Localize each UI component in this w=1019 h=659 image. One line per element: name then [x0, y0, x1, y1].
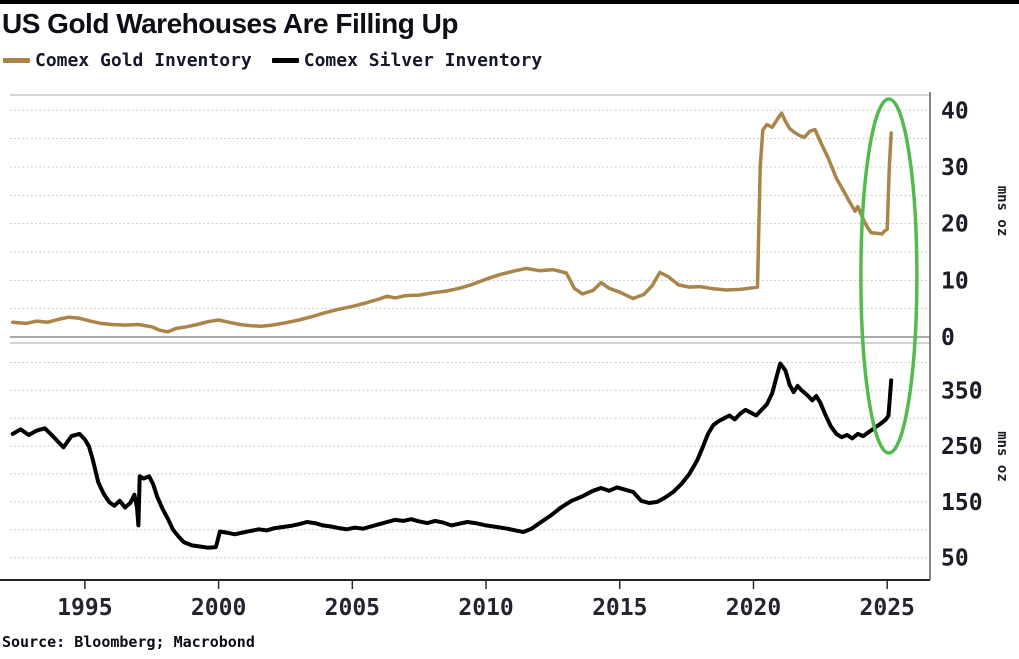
legend-item-silver: Comex Silver Inventory: [271, 50, 543, 71]
y-tick-label: 250: [941, 434, 983, 460]
legend-item-gold: Comex Gold Inventory: [3, 50, 252, 71]
silver-line-swatch-icon: [271, 58, 299, 63]
legend-label-silver: Comex Silver Inventory: [303, 50, 543, 71]
chart-title: US Gold Warehouses Are Filling Up: [2, 8, 458, 39]
top-border-bar: [0, 0, 1019, 4]
x-tick-label: 1995: [57, 595, 112, 621]
y-tick-label: 10: [941, 268, 969, 294]
y-tick-label: 0: [941, 325, 955, 351]
x-tick-label: 2020: [726, 595, 781, 621]
chart-legend: Comex Gold Inventory Comex Silver Invent…: [3, 50, 556, 71]
y-tick-label: 30: [941, 155, 969, 181]
y-tick-label: 350: [941, 378, 983, 404]
x-tick-label: 2000: [191, 595, 246, 621]
x-tick-label: 2015: [592, 595, 647, 621]
y-tick-label: 40: [941, 98, 969, 124]
legend-label-gold: Comex Gold Inventory: [35, 50, 252, 71]
gold-line-swatch-icon: [3, 58, 30, 63]
y-tick-label: 150: [941, 490, 983, 516]
silver-series-line: [10, 361, 894, 550]
y-axis-unit-label: mns oz: [994, 186, 1010, 237]
source-note: Source: Bloomberg; Macrobond: [2, 633, 255, 651]
x-tick-label: 2010: [458, 595, 513, 621]
y-axis-unit-label: mns oz: [994, 431, 1010, 482]
gold-series-line: [10, 111, 893, 334]
y-tick-label: 50: [941, 546, 969, 572]
y-tick-label: 20: [941, 212, 969, 238]
highlight-ellipse-annotation: [859, 97, 919, 455]
x-tick-label: 2005: [325, 595, 380, 621]
x-tick-label: 2025: [860, 595, 915, 621]
